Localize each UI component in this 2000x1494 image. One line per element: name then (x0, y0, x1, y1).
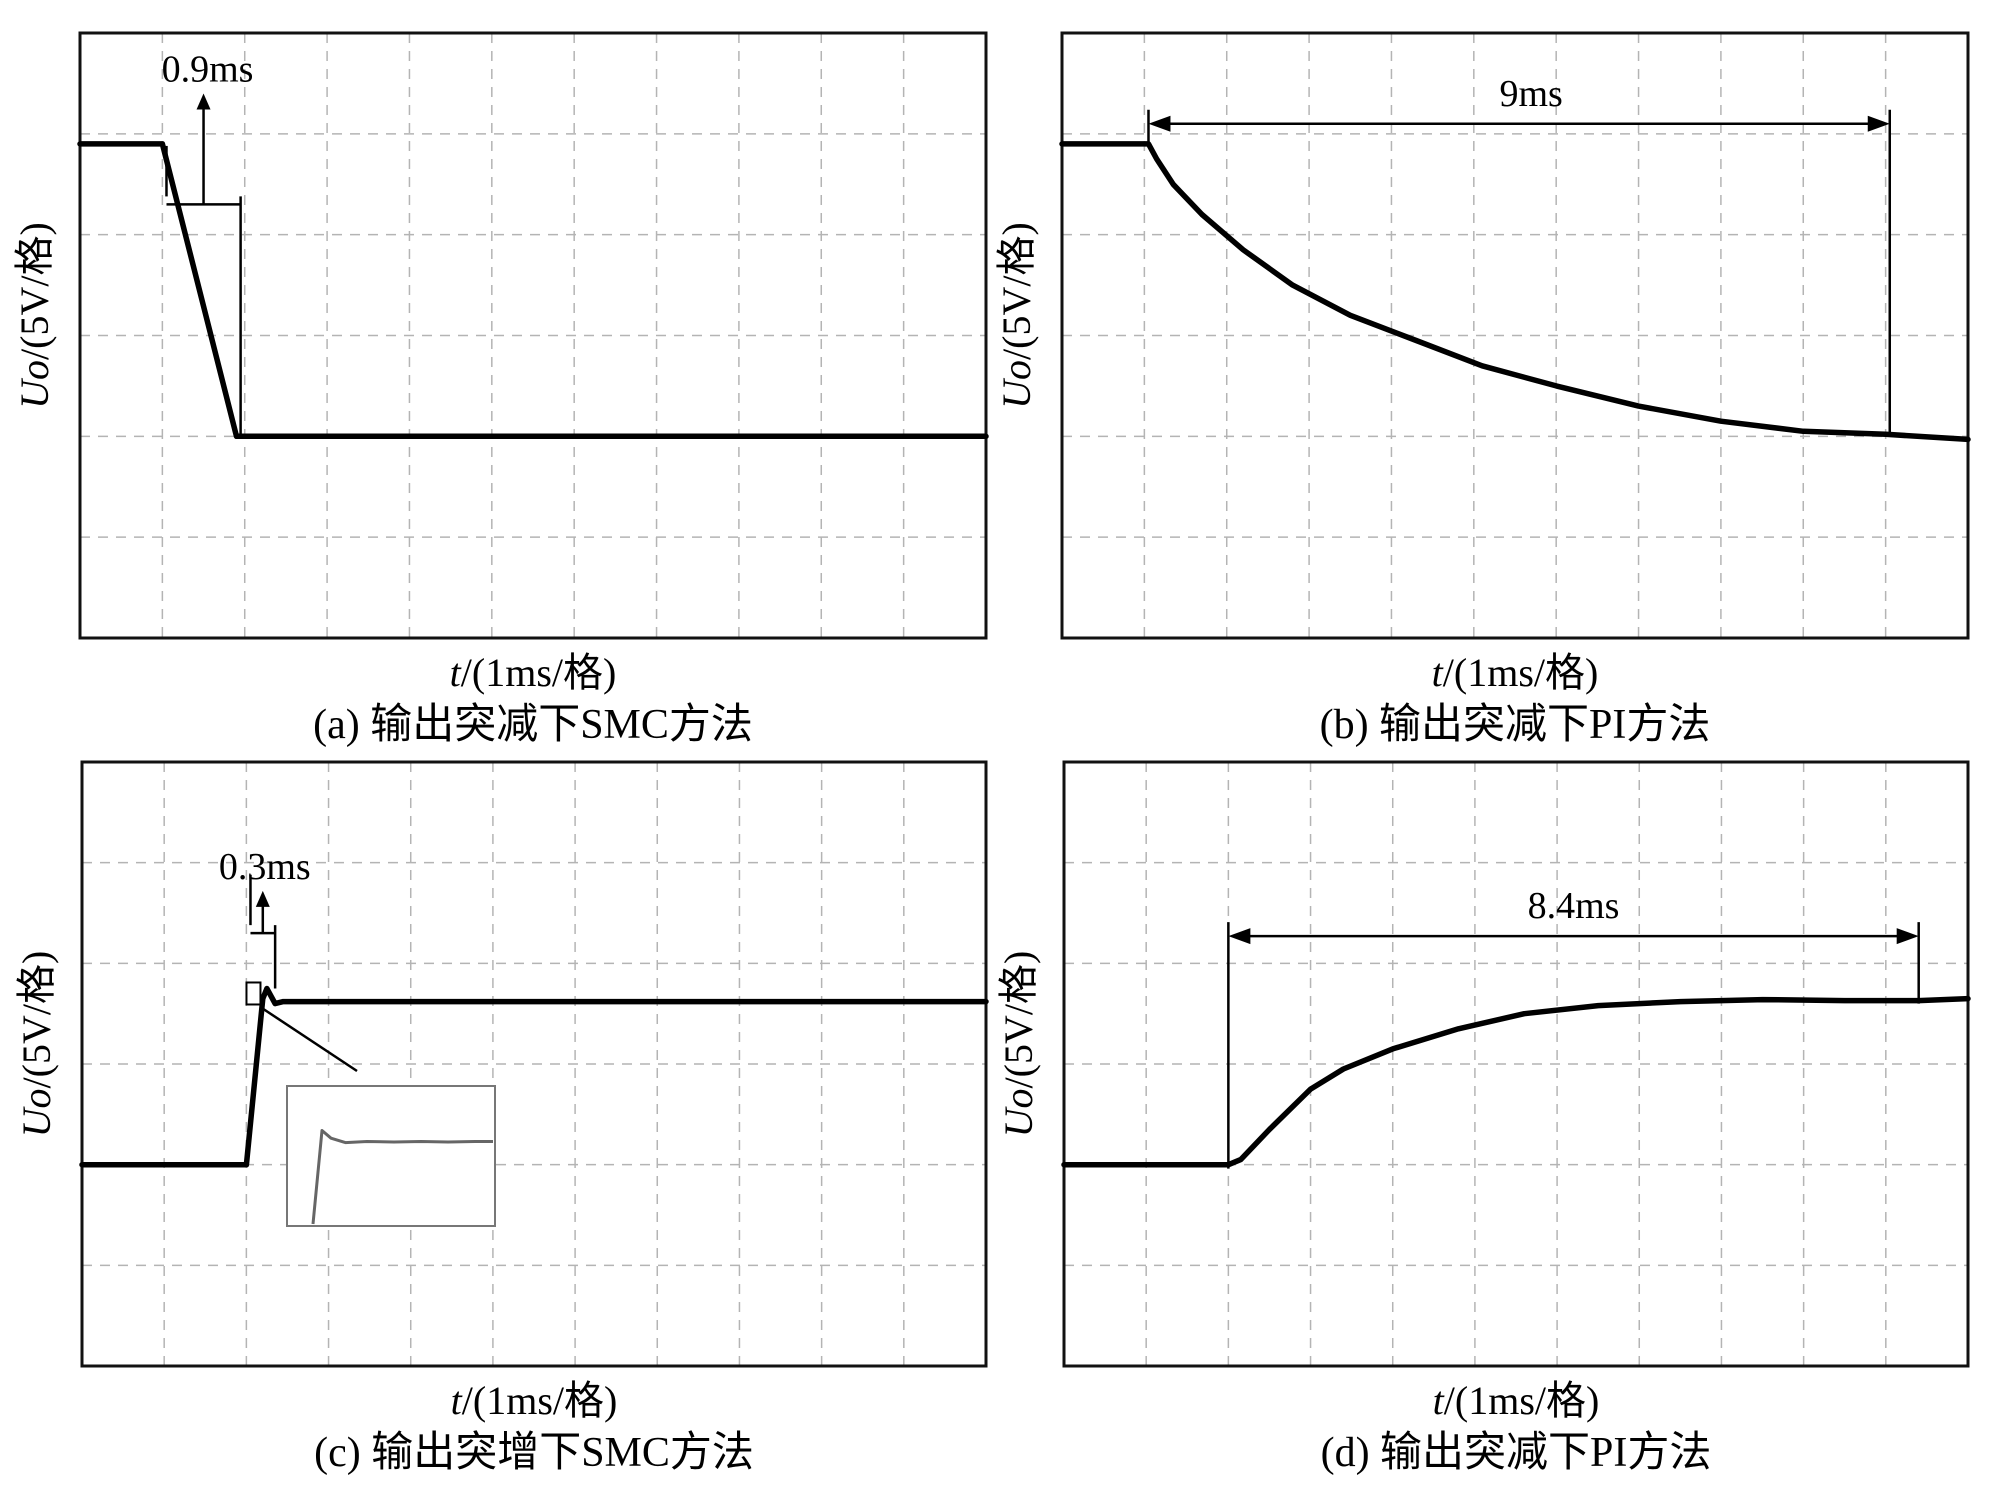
panel-caption: (d) 输出突减下PI方法 (1321, 1430, 1712, 1476)
panel-caption: (a) 输出突减下SMC方法 (313, 702, 753, 748)
x-axis-label-symbol: t (451, 1378, 463, 1423)
arrow-head-right (1896, 928, 1919, 945)
x-axis-label-symbol: t (1433, 1378, 1445, 1423)
x-axis-label: t/(1ms/格) (450, 650, 617, 695)
arrow-head (255, 890, 270, 907)
y-axis-label: Uo/(5V/格) (994, 222, 1039, 409)
time-annotation: 0.9ms (162, 49, 254, 437)
x-axis-label-unit: /(1ms/格) (1443, 650, 1599, 695)
y-axis-label-symbol: Uo (14, 1088, 59, 1137)
panel-b: 9ms Uo/(5V/格) t/(1ms/格) (b) 输出突减下PI方法 (994, 31, 1971, 748)
panel-d: 8.4ms Uo/(5V/格) t/(1ms/格) (d) 输出突减下PI方法 (996, 760, 1971, 1476)
annotation-label: 8.4ms (1528, 885, 1620, 927)
waveform-line (1059, 141, 1971, 443)
x-axis-label-unit: /(1ms/格) (462, 1378, 618, 1423)
waveform-line (79, 985, 989, 1168)
panel-c: 0.3ms Uo/(5V/格) t/(1ms/格) (c) 输出突增下SMC方法 (14, 760, 989, 1476)
panel-caption: (b) 输出突减下PI方法 (1320, 702, 1711, 748)
x-axis-label-unit: /(1ms/格) (1444, 1378, 1600, 1423)
panel-a: 0.9ms Uo/(5V/格) t/(1ms/格) (a) 输出突减下SMC方法 (12, 31, 989, 748)
panel-caption: (c) 输出突增下SMC方法 (314, 1430, 754, 1476)
y-axis-label-unit: /(5V/格) (14, 951, 59, 1089)
y-axis-label: Uo/(5V/格) (14, 951, 59, 1138)
time-annotation: 8.4ms (1227, 885, 1920, 1169)
plot-frame (1060, 31, 1970, 640)
x-axis-label-unit: /(1ms/格) (461, 650, 617, 695)
y-axis-label-symbol: Uo (994, 360, 1039, 409)
inset-waveform (311, 1129, 493, 1225)
time-annotation: 9ms (1147, 73, 1892, 437)
x-axis-label: t/(1ms/格) (1432, 650, 1599, 695)
arrow-head-left (1228, 928, 1251, 945)
y-axis-label-unit: /(5V/格) (994, 222, 1039, 360)
x-axis-label-symbol: t (450, 650, 462, 695)
zoom-inset (245, 981, 496, 1227)
arrow-head-right (1867, 115, 1890, 132)
plot-frame (1062, 760, 1970, 1368)
y-axis-label: Uo/(5V/格) (12, 222, 57, 409)
annotation-label: 9ms (1499, 73, 1562, 115)
inset-frame (286, 1085, 496, 1227)
plot-frame (80, 760, 988, 1368)
y-axis-label: Uo/(5V/格) (996, 951, 1041, 1138)
waveform-line (77, 141, 989, 440)
zoom-leader-line (262, 1007, 358, 1073)
annotation-label: 0.3ms (219, 846, 311, 888)
y-axis-label-symbol: Uo (12, 360, 57, 409)
arrow-head-left (1148, 115, 1171, 132)
waveform-line (1061, 995, 1971, 1168)
arrow-head (196, 93, 211, 110)
y-axis-label-symbol: Uo (996, 1088, 1041, 1137)
x-axis-label-symbol: t (1432, 650, 1444, 695)
plot-frame (78, 31, 988, 640)
x-axis-label: t/(1ms/格) (1433, 1378, 1600, 1423)
y-axis-label-unit: /(5V/格) (12, 222, 57, 360)
annotation-label: 0.9ms (162, 49, 254, 91)
zoom-marker-box (245, 981, 262, 1006)
y-axis-label-unit: /(5V/格) (996, 951, 1041, 1089)
time-annotation: 0.3ms (219, 846, 311, 989)
x-axis-label: t/(1ms/格) (451, 1378, 618, 1423)
